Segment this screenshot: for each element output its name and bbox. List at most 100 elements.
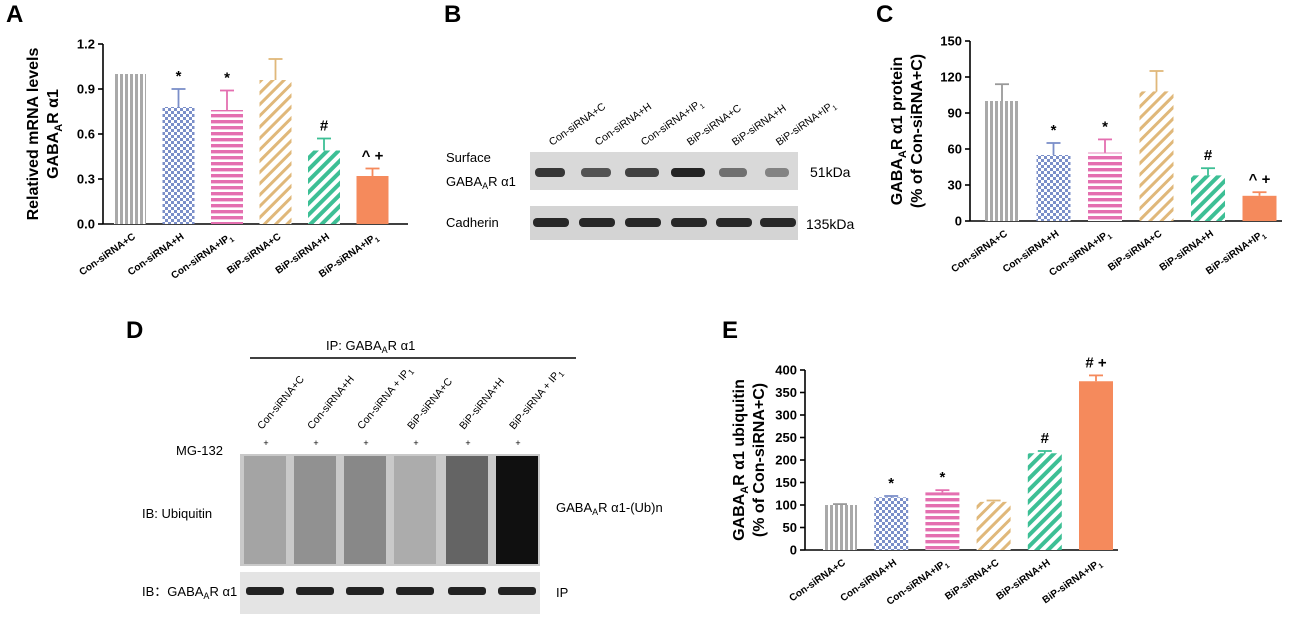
blot-b-cadherin-membrane bbox=[530, 206, 798, 240]
chart-e-significance-mark: # + bbox=[1085, 354, 1107, 371]
chart-c-ytick-label: 150 bbox=[940, 34, 962, 49]
chart-c-ytick-label: 90 bbox=[948, 106, 962, 121]
blot-b-cadherin-band bbox=[625, 218, 661, 227]
chart-e-bar bbox=[1027, 453, 1062, 550]
blot-d-mg132-plus: + bbox=[465, 438, 470, 448]
chart-a-significance-mark: * bbox=[176, 68, 182, 85]
chart-a-significance-mark: # bbox=[320, 118, 329, 135]
western-blot-d: IP: GABAAR α1 Con-siRNA+CCon-siRNA+HCon-… bbox=[142, 338, 663, 614]
chart-a-ytick-label: 1.2 bbox=[77, 37, 95, 52]
chart-a-ytick-label: 0.9 bbox=[77, 82, 95, 97]
blot-d-ip-right-label: IP bbox=[556, 585, 568, 600]
blot-b-gaba-label: GABAAR α1 bbox=[446, 174, 516, 191]
blot-d-ubiquitin-smear bbox=[496, 456, 538, 564]
chart-a-mrna: 0.00.30.60.91.2Con-siRNA+C*Con-siRNA+H*C… bbox=[25, 37, 408, 282]
blot-b-surface-membrane bbox=[530, 152, 798, 190]
blot-b-surface-band bbox=[765, 168, 789, 177]
chart-c-category-label: BiP-siRNA+C bbox=[1106, 228, 1164, 273]
blot-d-gaba-membrane bbox=[240, 572, 540, 614]
chart-e-ytick-label: 0 bbox=[790, 543, 797, 558]
panel-letter-c: C bbox=[876, 1, 893, 28]
chart-c-ytick-label: 120 bbox=[940, 70, 962, 85]
chart-e-bar bbox=[925, 492, 960, 550]
blot-d-gaba-band bbox=[296, 587, 334, 595]
chart-a-ytick-label: 0.0 bbox=[77, 217, 95, 232]
panel-letter-a: A bbox=[6, 1, 23, 28]
chart-c-bar bbox=[1036, 155, 1071, 221]
chart-e-bar bbox=[823, 505, 857, 550]
blot-d-gaba-bands bbox=[246, 587, 536, 595]
chart-a-y-axis-title: Relatived mRNA levels GABAAR α1 bbox=[25, 47, 65, 220]
chart-c-bar bbox=[985, 101, 1019, 221]
blot-d-gaba-band bbox=[246, 587, 284, 595]
blot-d-lane-label: BiP-siRNA+C bbox=[405, 375, 455, 432]
chart-e-ytick-label: 50 bbox=[783, 520, 797, 535]
chart-e-ytick-label: 300 bbox=[775, 408, 797, 423]
blot-b-surface-label: Surface bbox=[446, 150, 491, 165]
chart-c-category-label: Con-siRNA+C bbox=[949, 228, 1009, 275]
chart-a-bar bbox=[211, 110, 243, 224]
blot-b-cadherin-band bbox=[671, 218, 707, 227]
blot-b-cadherin-band bbox=[533, 218, 569, 227]
blot-d-gaba-band bbox=[498, 587, 536, 595]
chart-c-y-axis-title: GABAAR α1 protein (% of Con-siRNA+C) bbox=[889, 54, 926, 208]
chart-e-bar bbox=[874, 497, 909, 550]
chart-e-significance-mark: * bbox=[888, 475, 894, 492]
chart-e-ytick-label: 100 bbox=[775, 498, 797, 513]
chart-e-significance-mark: # bbox=[1041, 430, 1050, 447]
blot-d-ubiquitin-smear bbox=[294, 456, 336, 564]
chart-a-bar bbox=[162, 107, 195, 224]
blot-d-ub-n-label: GABAAR α1-(Ub)n bbox=[556, 500, 663, 517]
blot-b-51kda-label: 51kDa bbox=[810, 164, 851, 180]
chart-c-ytick-label: 30 bbox=[948, 178, 962, 193]
blot-d-mg132-plus: + bbox=[313, 438, 318, 448]
chart-c-significance-mark: # bbox=[1204, 147, 1213, 164]
blot-b-surface-band bbox=[671, 168, 705, 177]
chart-c-bar bbox=[1088, 152, 1122, 221]
blot-b-cadherin-band bbox=[760, 218, 796, 227]
chart-c-significance-mark: * bbox=[1051, 122, 1057, 139]
blot-d-lane-label: Con-siRNA+C bbox=[255, 373, 307, 432]
blot-b-135kda-label: 135kDa bbox=[806, 216, 854, 232]
blot-b-cadherin-band bbox=[716, 218, 752, 227]
chart-e-category-label: Con-siRNA+C bbox=[787, 557, 847, 604]
chart-c-bar bbox=[1139, 91, 1174, 222]
blot-d-ubiquitin-smear bbox=[244, 456, 286, 564]
blot-d-ubiquitin-smear bbox=[394, 456, 436, 564]
blot-b-surface-band bbox=[625, 168, 659, 177]
chart-e-y-axis-title: GABAAR α1 ubiquitin (% of Con-siRNA+C) bbox=[731, 379, 768, 541]
panel-letter-b: B bbox=[444, 1, 461, 28]
blot-d-mg132-plus: + bbox=[515, 438, 520, 448]
chart-c-ytick-label: 60 bbox=[948, 142, 962, 157]
chart-c-significance-mark: * bbox=[1102, 118, 1108, 135]
blot-d-ubiquitin-smear bbox=[344, 456, 386, 564]
chart-a-bar bbox=[259, 80, 292, 224]
chart-e-bar bbox=[976, 501, 1011, 550]
blot-b-bands bbox=[533, 168, 796, 227]
chart-e-ytick-label: 250 bbox=[775, 430, 797, 445]
chart-a-bar bbox=[114, 74, 146, 224]
blot-d-lane-label: Con-siRNA+H bbox=[305, 373, 357, 431]
chart-e-ytick-label: 400 bbox=[775, 363, 797, 378]
chart-c-protein: 0306090120150Con-siRNA+C*Con-siRNA+H*Con… bbox=[889, 34, 1282, 279]
blot-d-ubiquitin-smears bbox=[244, 456, 538, 564]
panel-letter-e: E bbox=[722, 317, 738, 344]
chart-a-ytick-label: 0.3 bbox=[77, 172, 95, 187]
chart-a-ytick-label: 0.6 bbox=[77, 127, 95, 142]
panel-letter-d: D bbox=[126, 317, 143, 344]
blot-d-gaba-band bbox=[448, 587, 486, 595]
chart-c-significance-mark: ^ + bbox=[1249, 171, 1271, 188]
blot-b-surface-band bbox=[535, 168, 565, 177]
blot-d-mg132-marks: + + + + + + bbox=[263, 438, 520, 448]
blot-b-cadherin-label: Cadherin bbox=[446, 215, 499, 230]
blot-b-surface-band bbox=[719, 168, 747, 177]
blot-d-lane-label: BiP-siRNA + IP1 bbox=[507, 366, 567, 433]
chart-e-ytick-label: 350 bbox=[775, 385, 797, 400]
blot-d-mg132-label: MG-132 bbox=[176, 443, 223, 458]
blot-d-ubiquitin-membrane bbox=[240, 454, 540, 566]
blot-d-mg132-plus: + bbox=[413, 438, 418, 448]
chart-e-bar bbox=[1079, 381, 1113, 550]
chart-e-ytick-label: 200 bbox=[775, 453, 797, 468]
